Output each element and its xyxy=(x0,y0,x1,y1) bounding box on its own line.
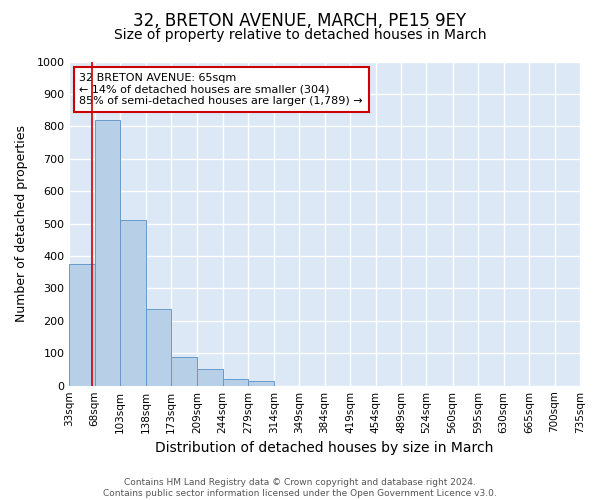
Y-axis label: Number of detached properties: Number of detached properties xyxy=(15,125,28,322)
Bar xyxy=(171,356,197,386)
Text: Contains HM Land Registry data © Crown copyright and database right 2024.
Contai: Contains HM Land Registry data © Crown c… xyxy=(103,478,497,498)
Text: 32 BRETON AVENUE: 65sqm
← 14% of detached houses are smaller (304)
85% of semi-d: 32 BRETON AVENUE: 65sqm ← 14% of detache… xyxy=(79,73,363,106)
Bar xyxy=(223,379,248,386)
Text: Size of property relative to detached houses in March: Size of property relative to detached ho… xyxy=(114,28,486,42)
Bar xyxy=(95,120,120,386)
X-axis label: Distribution of detached houses by size in March: Distribution of detached houses by size … xyxy=(155,441,494,455)
Bar xyxy=(248,381,274,386)
Bar xyxy=(69,264,95,386)
Bar xyxy=(146,310,171,386)
Text: 32, BRETON AVENUE, MARCH, PE15 9EY: 32, BRETON AVENUE, MARCH, PE15 9EY xyxy=(133,12,467,30)
Bar xyxy=(120,220,146,386)
Bar xyxy=(197,370,223,386)
